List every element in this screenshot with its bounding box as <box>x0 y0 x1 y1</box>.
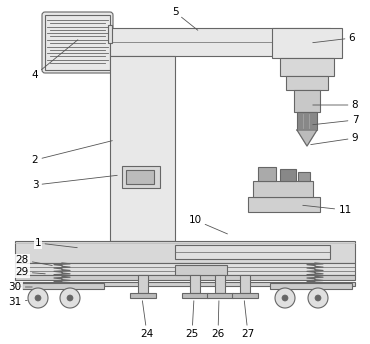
Bar <box>270 283 352 289</box>
Text: 4: 4 <box>32 40 78 80</box>
Bar <box>280 58 334 76</box>
Bar <box>294 90 320 112</box>
Bar <box>15 241 355 263</box>
Bar <box>45 15 110 70</box>
Bar <box>175 265 227 275</box>
Circle shape <box>35 295 41 301</box>
Bar <box>15 275 355 280</box>
Bar <box>280 169 296 181</box>
Circle shape <box>28 288 48 308</box>
Bar <box>175 245 330 259</box>
Text: 11: 11 <box>303 205 352 215</box>
Text: 7: 7 <box>313 115 358 125</box>
Text: 29: 29 <box>16 267 45 277</box>
Bar <box>110 28 330 56</box>
Text: 9: 9 <box>311 133 358 144</box>
Bar <box>248 197 320 212</box>
Bar <box>298 172 310 181</box>
Bar <box>15 282 355 286</box>
Text: 30: 30 <box>9 282 32 292</box>
Text: 31: 31 <box>9 297 27 307</box>
Text: 28: 28 <box>16 255 52 266</box>
Text: 1: 1 <box>35 238 77 248</box>
Bar <box>190 275 200 293</box>
Bar <box>258 167 276 181</box>
Bar <box>297 112 317 130</box>
Text: 6: 6 <box>313 33 355 43</box>
Bar <box>207 293 233 298</box>
Text: 27: 27 <box>241 301 255 339</box>
Text: 10: 10 <box>188 215 228 234</box>
Circle shape <box>308 288 328 308</box>
Bar <box>22 283 104 289</box>
Text: 25: 25 <box>185 301 199 339</box>
Bar <box>15 263 355 275</box>
Bar <box>122 166 160 188</box>
Bar <box>182 293 208 298</box>
Bar <box>286 76 328 90</box>
Circle shape <box>67 295 73 301</box>
Text: 2: 2 <box>32 141 112 165</box>
Bar <box>215 275 225 293</box>
Circle shape <box>275 288 295 308</box>
Bar <box>253 181 313 197</box>
Text: 8: 8 <box>313 100 358 110</box>
Bar <box>232 293 258 298</box>
Bar <box>126 170 154 184</box>
Bar <box>240 275 250 293</box>
Text: 24: 24 <box>140 301 154 339</box>
Text: 26: 26 <box>211 301 225 339</box>
Circle shape <box>315 295 321 301</box>
Text: 5: 5 <box>172 7 198 30</box>
FancyBboxPatch shape <box>42 12 113 73</box>
Bar <box>110 56 175 241</box>
Circle shape <box>282 295 288 301</box>
Bar <box>108 25 112 43</box>
Bar <box>272 28 342 58</box>
Polygon shape <box>297 130 317 146</box>
Text: 3: 3 <box>32 175 117 190</box>
Bar <box>138 275 148 293</box>
Bar <box>130 293 156 298</box>
Circle shape <box>60 288 80 308</box>
